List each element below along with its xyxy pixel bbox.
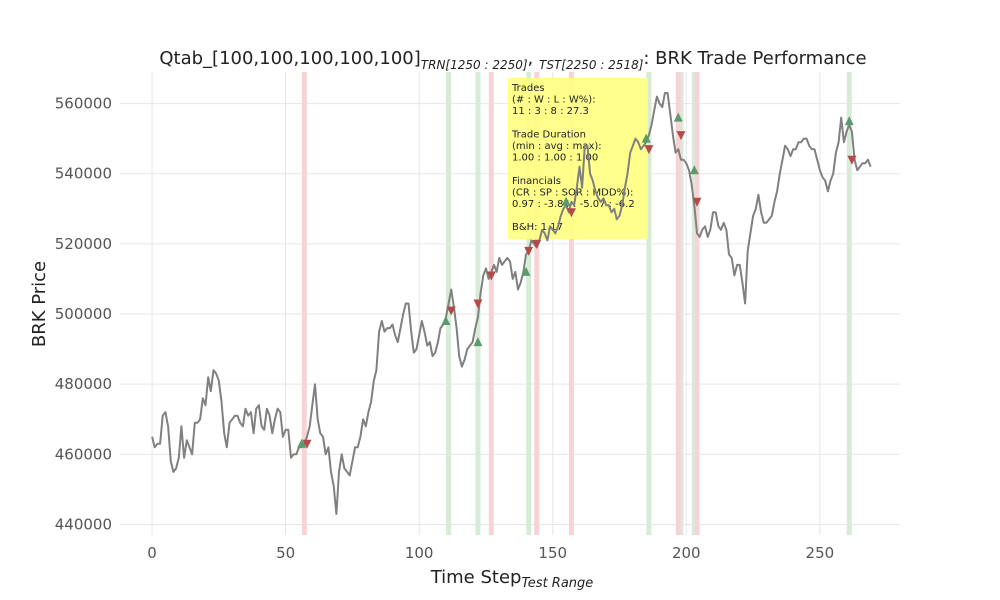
sell-marker xyxy=(676,131,686,141)
trade-markers xyxy=(297,112,857,449)
sell-marker xyxy=(692,197,702,207)
price-line xyxy=(151,92,872,515)
x-tick-label: 200 xyxy=(672,544,701,562)
y-tick-label: 560000 xyxy=(55,95,112,113)
buy-marker xyxy=(473,337,483,347)
sell-marker xyxy=(532,239,542,249)
x-tick-label: 0 xyxy=(147,544,157,562)
info-box-line: 11 : 3 : 8 : 27.3 xyxy=(512,106,589,117)
sell-marker xyxy=(446,306,456,316)
y-tick-label: 540000 xyxy=(55,165,112,183)
sell-band xyxy=(694,72,700,535)
buy-marker xyxy=(689,165,699,175)
buy-band xyxy=(646,72,652,535)
info-box-line: Trades xyxy=(511,83,545,94)
y-tick-label: 500000 xyxy=(55,305,112,323)
buy-band xyxy=(678,72,684,535)
y-tick-label: 520000 xyxy=(55,235,112,253)
sell-band xyxy=(675,72,681,535)
y-tick-label: 460000 xyxy=(55,445,112,463)
buy-marker xyxy=(297,438,307,448)
y-tick-label: 440000 xyxy=(55,515,112,533)
buy-marker xyxy=(844,116,854,126)
info-box-line: B&H: 1.17 xyxy=(512,222,563,233)
buy-marker xyxy=(441,316,451,326)
info-box-line: (# : W : L : W%): xyxy=(512,95,596,106)
chart-title: Qtab_[100,100,100,100,100]TRN[1250 : 225… xyxy=(159,48,866,72)
buy-band xyxy=(846,72,852,535)
price-line-layer xyxy=(151,92,872,515)
buy-band xyxy=(526,72,532,535)
sell-marker xyxy=(524,246,534,256)
buy-marker xyxy=(521,266,531,276)
info-box-line: (CR : SP : SOR : MDD%): xyxy=(512,187,633,198)
sell-marker xyxy=(473,299,483,309)
x-tick-label: 150 xyxy=(538,544,567,562)
x-tick-label: 50 xyxy=(276,544,295,562)
sell-marker xyxy=(302,439,312,449)
buy-band xyxy=(691,72,697,535)
tick-labels: 0 50 100 150 200 250 440000 460000 480000 500000 5… xyxy=(55,95,834,562)
buy-marker xyxy=(641,133,651,143)
info-box: Trades(# : W : L : W%):11 : 3 : 8 : 27.3… xyxy=(508,78,648,239)
x-tick-label: 250 xyxy=(806,544,835,562)
buy-marker xyxy=(561,196,571,206)
info-box-background xyxy=(508,78,648,239)
info-box-line: Trade Duration xyxy=(511,129,586,140)
sell-band xyxy=(301,72,307,535)
buy-marker xyxy=(673,112,683,122)
info-box-line: (min : avg : max): xyxy=(512,141,602,152)
sell-band xyxy=(488,72,494,535)
x-axis-label: Time StepTest Range xyxy=(430,567,594,591)
y-tick-label: 480000 xyxy=(55,375,112,393)
sell-marker xyxy=(486,271,496,281)
info-box-line: Financials xyxy=(512,176,561,187)
sell-band xyxy=(534,72,540,535)
sell-marker xyxy=(644,145,654,155)
sell-marker xyxy=(847,155,857,165)
sell-band xyxy=(568,72,574,535)
sell-marker xyxy=(566,208,576,218)
info-box-line: 1.00 : 1.00 : 1.00 xyxy=(512,153,598,164)
x-tick-label: 100 xyxy=(405,544,434,562)
y-axis-label: BRK Price xyxy=(29,261,50,347)
